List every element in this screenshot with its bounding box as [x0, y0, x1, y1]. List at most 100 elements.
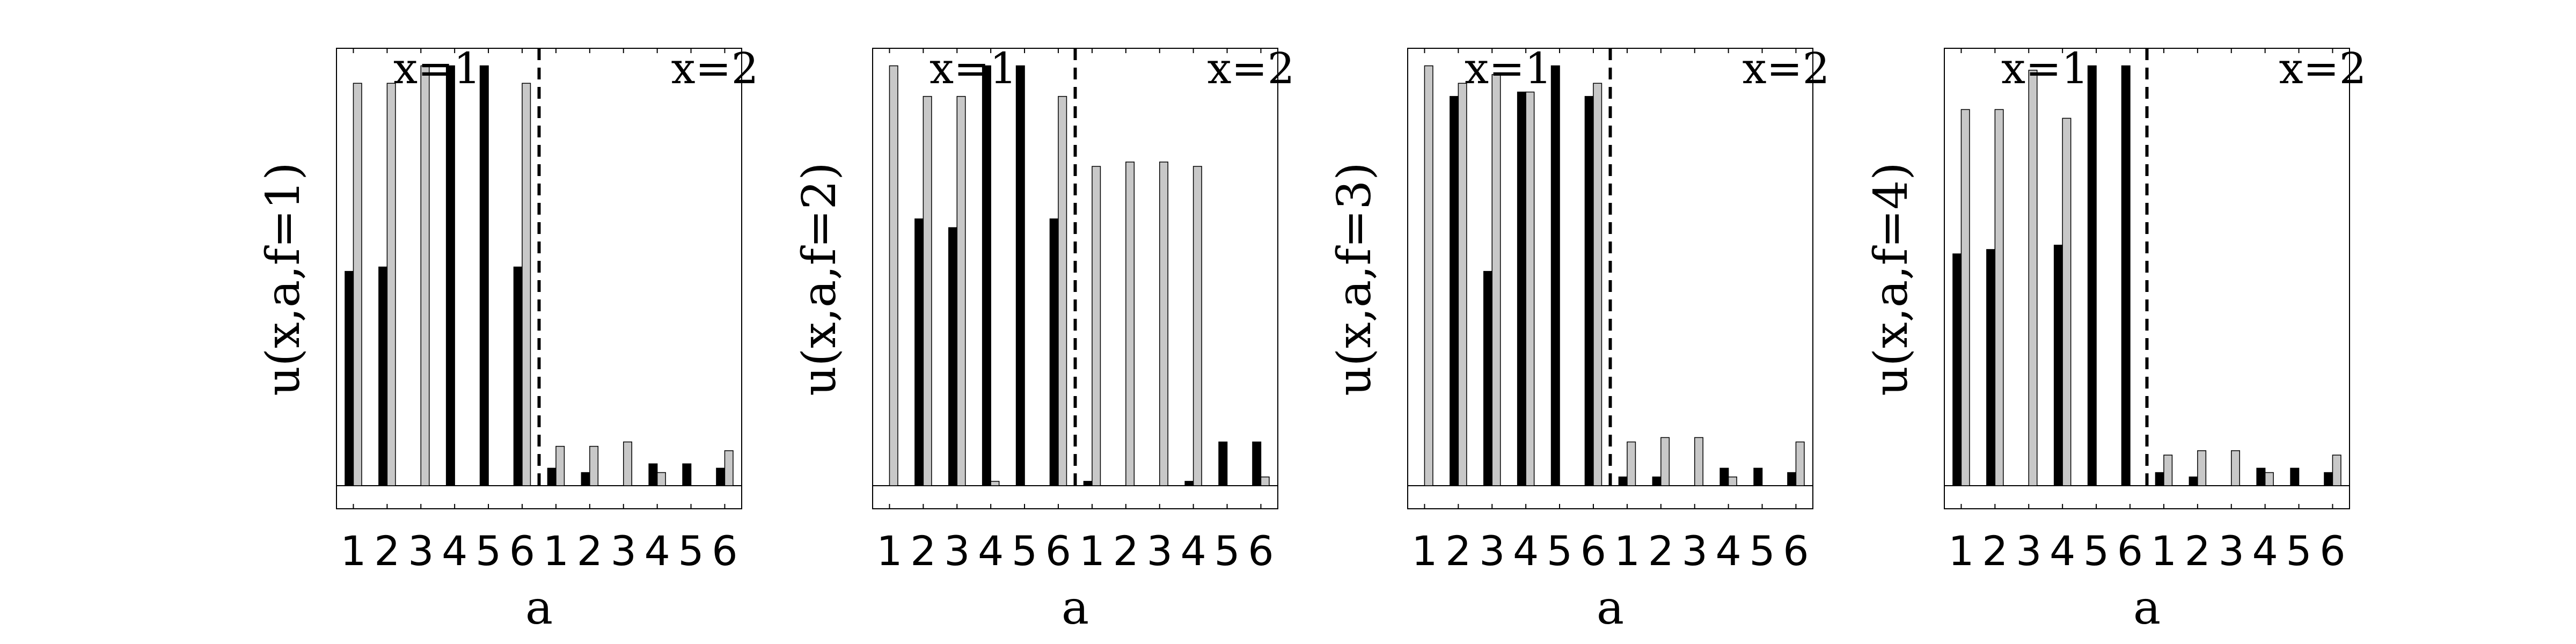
bar: [1728, 476, 1737, 486]
x-tick-label: 3: [1147, 527, 1173, 575]
x-tick-label: 1: [1948, 527, 1974, 575]
bar: [420, 65, 430, 486]
x-tick-label: 2: [1445, 527, 1471, 575]
x-tick-label: 6: [1580, 527, 1606, 575]
y-axis-label: u(x,a,f=2): [793, 162, 846, 396]
x-tick-label: 3: [1479, 527, 1505, 575]
x-tick-label: 3: [2016, 527, 2041, 575]
bar: [1660, 437, 1670, 486]
x-tick-label: 5: [1214, 527, 1240, 575]
bar: [513, 266, 523, 486]
bar: [2053, 245, 2063, 486]
x-tick-label: 3: [408, 527, 434, 575]
bar: [716, 467, 726, 486]
x-tick-label: 6: [712, 527, 737, 575]
bar: [1986, 249, 1996, 486]
group-annotation: x=1: [930, 43, 1017, 93]
x-tick-label: 5: [2083, 527, 2109, 575]
bar: [1049, 218, 1059, 486]
x-tick-label: 2: [1648, 527, 1674, 575]
x-tick-label: 1: [543, 527, 569, 575]
bar: [1260, 476, 1270, 486]
x-tick-label: 2: [910, 527, 936, 575]
bar: [1159, 162, 1168, 486]
bar: [1491, 74, 1501, 486]
bar: [682, 463, 692, 486]
y-axis-label: u(x,a,f=3): [1328, 162, 1381, 396]
bar: [1184, 481, 1194, 486]
bar: [522, 83, 531, 486]
x-tick-label: 6: [509, 527, 535, 575]
x-tick-label: 1: [340, 527, 366, 575]
x-tick-label: 1: [876, 527, 902, 575]
bar: [2189, 476, 2198, 486]
bar: [1952, 253, 1962, 486]
x-tick-label: 4: [2252, 527, 2278, 575]
x-tick-label: 6: [2319, 527, 2345, 575]
bar: [1593, 83, 1602, 486]
x-tick-label: 4: [2050, 527, 2075, 575]
bar: [1083, 481, 1093, 486]
bar: [581, 472, 590, 486]
bar: [1584, 96, 1594, 486]
group-annotation: x=2: [671, 43, 758, 93]
group-annotation: x=1: [1465, 43, 1552, 93]
x-tick-label: 2: [577, 527, 603, 575]
x-tick-label: 6: [1248, 527, 1274, 575]
x-tick-label: 4: [644, 527, 670, 575]
bar: [1450, 96, 1459, 486]
x-tick-label: 4: [1180, 527, 1206, 575]
group-annotation: x=2: [2279, 43, 2366, 93]
group-annotation: x=1: [393, 43, 481, 93]
bar: [1517, 91, 1526, 486]
bar: [623, 441, 632, 486]
x-tick-label: 3: [944, 527, 970, 575]
x-axis-label: a: [2133, 581, 2161, 635]
bar: [1550, 65, 1560, 486]
x-tick-label: 1: [1079, 527, 1105, 575]
bar: [1694, 437, 1703, 486]
y-axis-label: u(x,a,f=1): [257, 162, 310, 396]
x-tick-label: 5: [475, 527, 501, 575]
bar: [2264, 472, 2274, 486]
x-tick-label: 4: [1513, 527, 1539, 575]
x-tick-label: 6: [1045, 527, 1071, 575]
bar: [1994, 109, 2004, 486]
x-tick-label: 1: [2151, 527, 2177, 575]
bar: [386, 83, 396, 486]
x-axis-label: a: [525, 581, 553, 635]
x-tick-label: 2: [2185, 527, 2211, 575]
bar: [1218, 441, 1228, 486]
x-tick-label: 5: [2286, 527, 2311, 575]
bar: [2121, 65, 2131, 486]
bar: [648, 463, 658, 486]
x-tick-label: 2: [374, 527, 400, 575]
bar: [2163, 455, 2173, 486]
bar: [1618, 476, 1628, 486]
bar: [2087, 65, 2097, 486]
bar: [656, 472, 666, 486]
x-tick-label: 1: [1411, 527, 1437, 575]
bar: [724, 450, 734, 486]
bar: [1458, 83, 1467, 486]
bar: [982, 65, 991, 486]
bar: [1424, 65, 1433, 486]
bar: [889, 65, 898, 486]
bar: [353, 83, 362, 486]
x-axis-label: a: [1062, 581, 1089, 635]
bar: [345, 270, 354, 486]
bar: [1795, 441, 1805, 486]
x-tick-label: 1: [1614, 527, 1640, 575]
bar: [914, 218, 924, 486]
bar: [479, 65, 489, 486]
x-tick-label: 3: [2219, 527, 2244, 575]
bar: [1627, 441, 1636, 486]
bar: [445, 65, 455, 486]
x-tick-label: 5: [1012, 527, 1037, 575]
bar: [1483, 270, 1492, 486]
bar: [956, 96, 966, 486]
bar: [1652, 476, 1662, 486]
bar: [555, 445, 565, 486]
bar: [2062, 118, 2072, 486]
